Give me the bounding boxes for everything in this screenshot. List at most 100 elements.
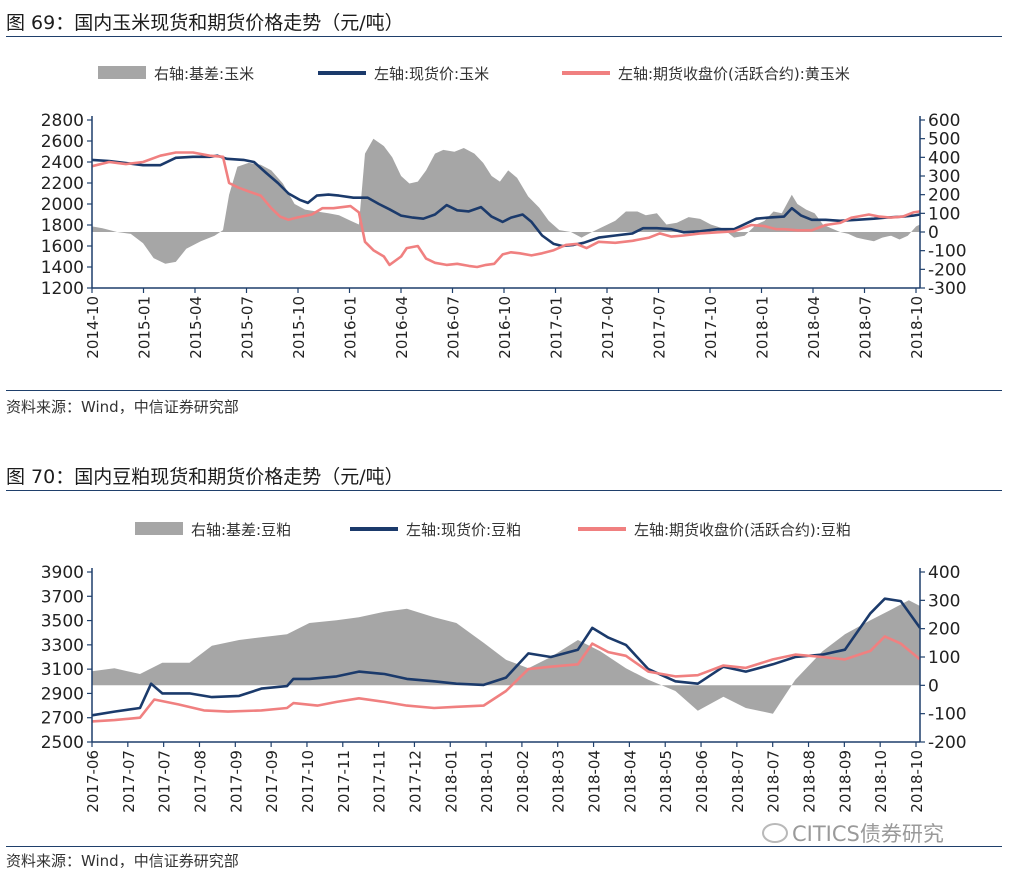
left-tick-label: 1600 bbox=[41, 237, 84, 257]
figure-title: 图 70：国内豆粕现货和期货价格走势（元/吨） bbox=[6, 466, 404, 488]
right-tick-label: -200 bbox=[928, 733, 967, 753]
legend-label: 左轴:期货收盘价(活跃合约):豆粕 bbox=[634, 521, 851, 539]
right-tick-label: 300 bbox=[928, 591, 960, 611]
x-tick-label: 2018-07 bbox=[729, 750, 747, 813]
title-rule bbox=[6, 490, 1002, 491]
x-tick-label: 2017-09 bbox=[263, 750, 281, 813]
legend-label: 左轴:期货收盘价(活跃合约):黄玉米 bbox=[618, 65, 850, 83]
x-tick-label: 2017-04 bbox=[599, 296, 617, 359]
x-tick-label: 2018-04 bbox=[586, 750, 604, 813]
right-tick-label: -300 bbox=[928, 279, 967, 299]
x-tick-label: 2018-07 bbox=[765, 750, 783, 813]
right-tick-label: 400 bbox=[928, 148, 960, 168]
right-tick-label: 100 bbox=[928, 648, 960, 668]
x-tick-label: 2018-03 bbox=[550, 750, 568, 813]
x-tick-label: 2017-09 bbox=[227, 750, 245, 813]
series-line bbox=[91, 597, 922, 717]
x-tick-label: 2016-04 bbox=[393, 296, 411, 359]
watermark: CITICS债券研究 bbox=[762, 818, 944, 848]
legend-label: 右轴:基差:玉米 bbox=[154, 65, 254, 83]
x-tick-label: 2017-07 bbox=[156, 750, 174, 813]
legend-swatch bbox=[98, 66, 146, 79]
left-tick-label: 2500 bbox=[41, 733, 84, 753]
right-tick-label: -100 bbox=[928, 705, 967, 725]
x-tick-label: 2018-04 bbox=[621, 750, 639, 813]
left-tick-label: 2600 bbox=[41, 132, 84, 152]
legend-swatch bbox=[135, 522, 183, 535]
x-tick-label: 2016-07 bbox=[445, 296, 463, 359]
legend-label: 左轴:现货价:豆粕 bbox=[406, 521, 521, 539]
left-tick-label: 2200 bbox=[41, 174, 84, 194]
x-tick-label: 2015-07 bbox=[239, 296, 257, 359]
x-tick-label: 2017-10 bbox=[702, 296, 720, 359]
left-tick-label: 1400 bbox=[41, 258, 84, 278]
source-note: 资料来源：Wind，中信证券研究部 bbox=[6, 398, 239, 416]
x-tick-label: 2017-11 bbox=[335, 750, 353, 813]
x-tick-label: 2018-02 bbox=[514, 750, 532, 813]
x-tick-label: 2018-10 bbox=[908, 750, 926, 813]
x-tick-label: 2017-07 bbox=[651, 296, 669, 359]
x-tick-label: 2017-06 bbox=[84, 750, 102, 813]
left-tick-label: 2800 bbox=[41, 111, 84, 131]
x-tick-label: 2015-04 bbox=[187, 296, 205, 359]
x-tick-label: 2018-10 bbox=[908, 296, 926, 359]
right-tick-label: 0 bbox=[928, 676, 939, 696]
x-tick-label: 2017-07 bbox=[120, 750, 138, 813]
x-tick-label: 2017-12 bbox=[406, 750, 424, 813]
right-tick-label: 500 bbox=[928, 130, 960, 150]
right-tick-label: 200 bbox=[928, 186, 960, 206]
corn-price-chart: 右轴:基差:玉米 左轴:现货价:玉米 左轴:期货收盘价(活跃合约):黄玉米12001… bbox=[41, 65, 967, 359]
series-area bbox=[92, 138, 920, 264]
x-tick-label: 2017-08 bbox=[191, 750, 209, 813]
wechat-icon bbox=[762, 823, 788, 843]
left-tick-label: 2900 bbox=[41, 684, 84, 704]
x-tick-label: 2017-01 bbox=[548, 296, 566, 359]
right-tick-label: 600 bbox=[928, 111, 960, 131]
x-tick-label: 2018-01 bbox=[478, 750, 496, 813]
title-rule bbox=[6, 36, 1002, 37]
source-rule bbox=[6, 390, 1002, 391]
right-tick-label: -200 bbox=[928, 260, 967, 280]
soymeal-price-chart: 右轴:基差:豆粕 左轴:现货价:豆粕 左轴:期货收盘价(活跃合约):豆粕 2500 27… bbox=[41, 521, 967, 813]
x-tick-label: 2017-10 bbox=[299, 750, 317, 813]
series-line bbox=[91, 635, 921, 723]
series-line bbox=[91, 151, 921, 269]
right-tick-label: 400 bbox=[928, 563, 960, 583]
x-tick-label: 2018-04 bbox=[805, 296, 823, 359]
figure-title: 图 69：国内玉米现货和期货价格走势（元/吨） bbox=[6, 12, 404, 34]
x-tick-label: 2018-09 bbox=[836, 750, 854, 813]
x-tick-label: 2018-08 bbox=[801, 750, 819, 813]
x-tick-label: 2018-05 bbox=[657, 750, 675, 813]
left-tick-label: 2700 bbox=[41, 709, 84, 729]
left-tick-label: 2000 bbox=[41, 195, 84, 215]
x-tick-label: 2016-01 bbox=[342, 296, 360, 359]
series-line bbox=[91, 154, 921, 248]
source-note: 资料来源：Wind，中信证券研究部 bbox=[6, 852, 239, 870]
right-tick-label: 300 bbox=[928, 167, 960, 187]
legend-label: 左轴:现货价:玉米 bbox=[374, 65, 489, 83]
x-tick-label: 2014-10 bbox=[84, 296, 102, 359]
left-tick-label: 3100 bbox=[41, 660, 84, 680]
x-tick-label: 2017-11 bbox=[371, 750, 389, 813]
left-tick-label: 1800 bbox=[41, 216, 84, 236]
left-tick-label: 3900 bbox=[41, 563, 84, 583]
x-tick-label: 2018-10 bbox=[872, 750, 890, 813]
right-tick-label: 200 bbox=[928, 620, 960, 640]
left-tick-label: 3700 bbox=[41, 587, 84, 607]
left-tick-label: 2400 bbox=[41, 153, 84, 173]
legend-label: 右轴:基差:豆粕 bbox=[191, 521, 291, 539]
left-tick-label: 3500 bbox=[41, 612, 84, 632]
watermark-text: CITICS债券研究 bbox=[792, 822, 944, 846]
right-tick-label: 100 bbox=[928, 204, 960, 224]
right-tick-label: 0 bbox=[928, 223, 939, 243]
source-rule bbox=[6, 846, 1002, 847]
left-tick-label: 3300 bbox=[41, 636, 84, 656]
left-tick-label: 1200 bbox=[41, 279, 84, 299]
series-area bbox=[92, 600, 920, 714]
x-tick-label: 2015-10 bbox=[290, 296, 308, 359]
x-tick-label: 2018-06 bbox=[693, 750, 711, 813]
x-tick-label: 2018-01 bbox=[442, 750, 460, 813]
x-tick-label: 2018-01 bbox=[754, 296, 772, 359]
x-tick-label: 2018-07 bbox=[857, 296, 875, 359]
x-tick-label: 2015-01 bbox=[136, 296, 154, 359]
